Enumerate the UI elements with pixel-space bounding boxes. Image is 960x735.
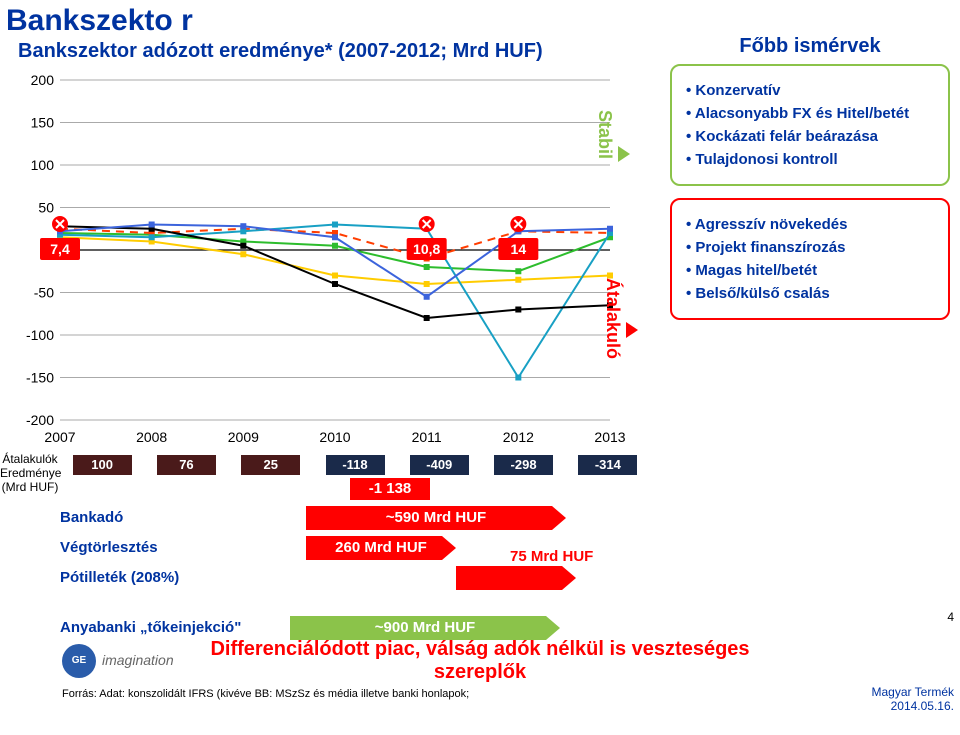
- ismervek-title: Főbb ismérvek: [670, 35, 950, 58]
- imagination-text: imagination: [102, 652, 174, 668]
- svg-text:7,4: 7,4: [50, 241, 70, 257]
- atalakulo-arrow-icon: [626, 322, 638, 338]
- ismervek-panel: Főbb ismérvek • Konzervatív • Alacsonyabb…: [670, 35, 950, 332]
- svg-text:2011: 2011: [412, 429, 442, 445]
- table-cell: -118: [326, 455, 385, 475]
- stabil-label: Stabil: [594, 110, 615, 159]
- bar-text: ~590 Mrd HUF: [306, 509, 566, 526]
- bar-label: Bankadó: [60, 509, 123, 526]
- ismervek-atalakulo: • Agresszív növekedés • Projekt finanszír…: [670, 198, 950, 320]
- source-text: Forrás: Adat: konszolidált IFRS (kivéve …: [62, 688, 469, 700]
- table-cell: 25: [241, 455, 300, 475]
- ismervek-stabil: • Konzervatív • Alacsonyabb FX és Hitel/b…: [670, 64, 950, 186]
- atalakulo-label: Átalakuló: [602, 278, 623, 359]
- footer-right: Magyar Termék2014.05.16.: [872, 685, 954, 713]
- bar-label: Anyabanki „tőkeinjekció": [60, 619, 241, 636]
- bar-text: ~900 Mrd HUF: [290, 619, 560, 636]
- page-number: 4: [947, 610, 954, 624]
- svg-text:-150: -150: [26, 370, 54, 386]
- svg-text:-50: -50: [34, 285, 54, 301]
- table-cell: 76: [157, 455, 216, 475]
- svg-text:14: 14: [511, 241, 527, 257]
- svg-text:-200: -200: [26, 412, 54, 428]
- ge-logo-icon: GE: [62, 644, 96, 678]
- svg-text:2010: 2010: [319, 429, 350, 445]
- bar-label: Végtörlesztés: [60, 539, 158, 556]
- ismervek-item: • Kockázati felár beárazása: [686, 128, 938, 145]
- bar-text: 260 Mrd HUF: [306, 539, 456, 556]
- stabil-arrow-icon: [618, 146, 630, 162]
- subtitle: Bankszektor adózott eredménye* (2007-201…: [18, 40, 543, 63]
- ismervek-item: • Projekt finanszírozás: [686, 239, 938, 256]
- table-cell: -314: [578, 455, 637, 475]
- table-cell: 100: [73, 455, 132, 475]
- svg-text:10,8: 10,8: [413, 241, 440, 257]
- table-cell: -298: [494, 455, 553, 475]
- table-cell: -409: [410, 455, 469, 475]
- svg-text:-100: -100: [26, 327, 54, 343]
- bar-label: Pótilleték (208%): [60, 569, 179, 586]
- ismervek-item: • Alacsonyabb FX és Hitel/betét: [686, 105, 938, 122]
- svg-text:200: 200: [31, 72, 55, 88]
- svg-text:2012: 2012: [503, 429, 534, 445]
- values-row: 100 76 25 -118 -409 -298 -314: [60, 455, 650, 475]
- svg-text:2013: 2013: [594, 429, 625, 445]
- bar-text: 75 Mrd HUF: [510, 548, 593, 565]
- line-chart: -200-150-100-500501001502007,4 10,8 14 2…: [10, 70, 650, 450]
- ismervek-item: • Agresszív növekedés: [686, 216, 938, 233]
- svg-text:2009: 2009: [228, 429, 259, 445]
- svg-text:2007: 2007: [44, 429, 75, 445]
- page-title: Bankszekto r: [6, 4, 193, 38]
- bar: [456, 566, 576, 590]
- ismervek-item: • Magas hitel/betét: [686, 262, 938, 279]
- big-red-statement: Differenciálódott piac, válság adók nélk…: [200, 638, 760, 684]
- ismervek-item: • Tulajdonosi kontroll: [686, 151, 938, 168]
- svg-text:2008: 2008: [136, 429, 167, 445]
- row-label-atalakulok: Átalakulók Eredménye (Mrd HUF): [0, 452, 60, 494]
- ismervek-item: • Belső/külső csalás: [686, 285, 938, 302]
- svg-text:100: 100: [31, 157, 55, 173]
- svg-text:150: 150: [31, 115, 55, 131]
- ismervek-item: • Konzervatív: [686, 82, 938, 99]
- sum-box: -1 138: [350, 478, 430, 500]
- svg-text:50: 50: [38, 200, 54, 216]
